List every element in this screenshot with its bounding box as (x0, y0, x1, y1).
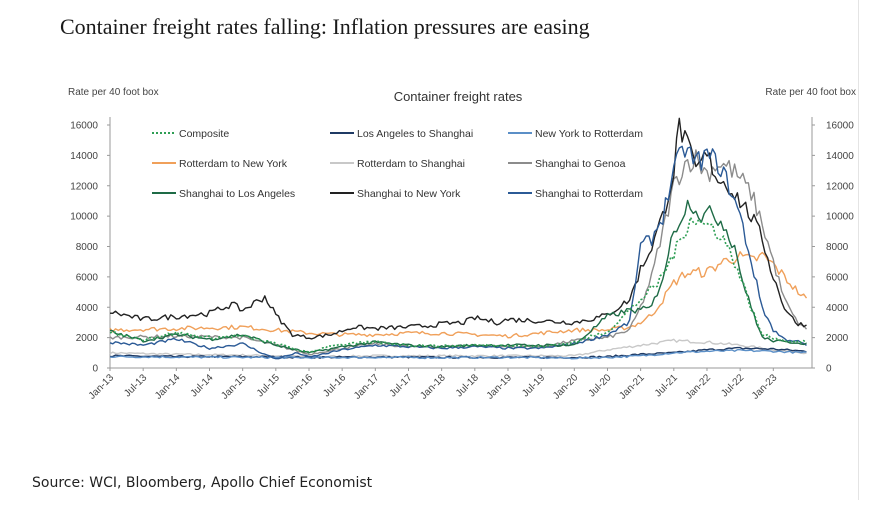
right-y-tick-label: 4000 (826, 303, 849, 314)
left-y-tick-label: 2000 (76, 333, 99, 344)
freight-rates-chart: Container freight rates Rate per 40 foot… (68, 87, 856, 402)
left-y-tick-label: 6000 (76, 272, 99, 283)
legend-label: Shanghai to Los Angeles (179, 188, 295, 200)
x-tick-label: Jul-14 (189, 372, 216, 399)
left-y-tick-label: 10000 (70, 212, 98, 223)
right-y-tick-label: 14000 (826, 151, 854, 162)
left-axis-ticks: 0 2000 4000 6000 8000 10000 12000 14000 16000 (70, 121, 110, 375)
left-y-tick-label: 12000 (70, 181, 98, 192)
series-line-rotterdam-to-new-york (109, 251, 808, 339)
legend-label: Rotterdam to Shanghai (357, 158, 465, 170)
x-tick-label: Jul-21 (653, 372, 680, 399)
series-line-shanghai-to-new-york (109, 117, 807, 340)
right-y-tick-label: 8000 (826, 242, 849, 253)
x-tick-label: Jan-13 (87, 372, 117, 402)
series-line-new-york-to-rotterdam (109, 349, 807, 360)
x-tick-label: Jul-13 (122, 372, 149, 399)
legend-label: Composite (179, 128, 229, 140)
headline: Container freight rates falling: Inflati… (60, 14, 590, 39)
right-y-tick-label: 2000 (826, 333, 849, 344)
legend: Composite Los Angeles to Shanghai New York… (152, 128, 643, 200)
series-line-shanghai-to-rotterdam (109, 145, 807, 360)
legend-label: New York to Rotterdam (535, 128, 643, 140)
right-border-line (858, 0, 859, 500)
source-note: Source: WCI, Bloomberg, Apollo Chief Eco… (32, 475, 373, 491)
series-lines (109, 117, 808, 360)
left-y-tick-label: 0 (92, 364, 98, 375)
series-line-composite (109, 216, 808, 353)
left-y-tick-label: 4000 (76, 303, 99, 314)
legend-label: Rotterdam to New York (179, 158, 288, 170)
x-tick-label: Jul-20 (587, 372, 614, 399)
left-y-tick-label: 8000 (76, 242, 99, 253)
right-y-tick-label: 12000 (826, 181, 854, 192)
right-axis-label: Rate per 40 foot box (765, 87, 856, 98)
x-tick-label: Jul-16 (321, 372, 348, 399)
right-y-tick-label: 0 (826, 364, 832, 375)
axes (109, 117, 813, 369)
right-y-tick-label: 16000 (826, 121, 854, 132)
x-tick-label: Jan-22 (684, 372, 714, 402)
x-axis-ticks: Jan-13 Jul-13 Jan-14 Jul-14 Jan-15 Jul-15 Jan-… (87, 368, 780, 402)
left-y-tick-label: 16000 (70, 121, 98, 132)
legend-label: Shanghai to Genoa (535, 158, 626, 170)
x-tick-label: Jan-20 (551, 372, 581, 402)
legend-label: Los Angeles to Shanghai (357, 128, 473, 140)
x-tick-label: Jan-19 (485, 372, 515, 402)
x-tick-label: Jul-18 (454, 372, 481, 399)
x-tick-label: Jan-23 (750, 372, 780, 402)
right-y-tick-label: 10000 (826, 212, 854, 223)
right-axis-ticks: 0 2000 4000 6000 8000 10000 12000 14000 16000 (812, 121, 854, 375)
right-y-tick-label: 6000 (826, 272, 849, 283)
x-tick-label: Jul-22 (719, 372, 746, 399)
x-tick-label: Jan-17 (352, 372, 382, 402)
x-tick-label: Jul-17 (388, 372, 415, 399)
x-tick-label: Jan-15 (219, 372, 249, 402)
left-y-tick-label: 14000 (70, 151, 98, 162)
chart-title: Container freight rates (394, 89, 523, 104)
x-tick-label: Jan-16 (286, 372, 316, 402)
x-tick-label: Jul-19 (520, 372, 547, 399)
x-tick-label: Jan-21 (617, 372, 647, 402)
legend-label: Shanghai to New York (357, 188, 461, 200)
x-tick-label: Jan-14 (153, 372, 183, 402)
legend-label: Shanghai to Rotterdam (535, 188, 643, 200)
series-line-shanghai-to-genoa (109, 149, 808, 356)
x-tick-label: Jan-18 (418, 372, 448, 402)
left-axis-label: Rate per 40 foot box (68, 87, 159, 98)
x-tick-label: Jul-15 (255, 372, 282, 399)
